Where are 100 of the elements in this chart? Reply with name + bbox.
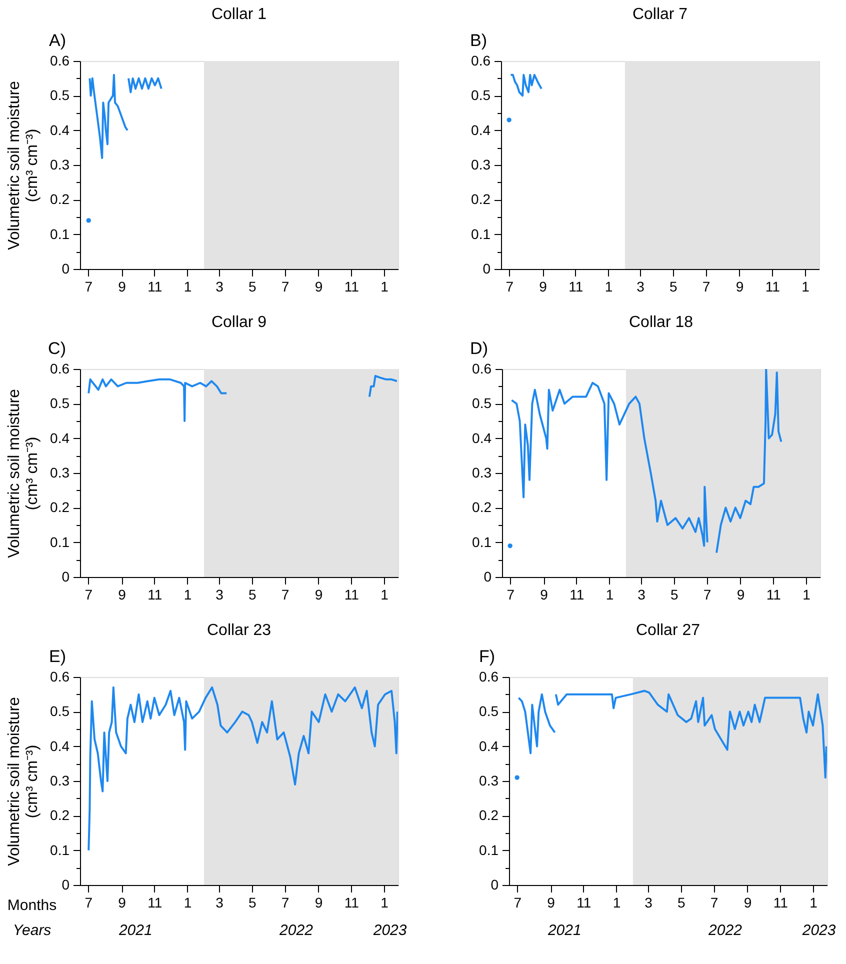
y-tick-label: 0.2 (471, 191, 491, 208)
line-series (510, 74, 542, 97)
text: Months (7, 897, 57, 914)
x-tick-label: 11 (765, 278, 780, 294)
y-tick-label: 0 (62, 876, 70, 892)
x-tick-label: 11 (773, 894, 788, 910)
x-tick-label: 11 (344, 278, 360, 294)
x-tick-label: 3 (638, 586, 646, 602)
y-tick-label: 0.5 (471, 87, 491, 104)
chart-title: Collar 7 (632, 6, 688, 23)
y-tick-label: 0.5 (472, 395, 492, 412)
y-tick-label: 0.2 (479, 807, 499, 824)
x-tick-label: 3 (216, 278, 224, 294)
x-tick-label: 1 (604, 278, 613, 294)
x-tick-label: 11 (568, 278, 584, 294)
y-tick-label: 0.4 (471, 122, 491, 138)
y-tick-label: 0.6 (50, 668, 70, 684)
x-tick-label: 7 (84, 278, 93, 294)
y-tick-label: 0.6 (50, 360, 70, 376)
y-tick-label: 0.1 (471, 226, 491, 242)
x-tick-label: 11 (570, 586, 584, 602)
x-tick-label: 11 (344, 894, 360, 910)
x-tick-label: 1 (810, 894, 818, 910)
y-axis-title: Volumetric soil moisture (cm³ cm⁻³) (6, 696, 42, 866)
y-tick-label: 0.4 (472, 430, 492, 446)
x-tick-label: 1 (802, 278, 810, 294)
x-tick-label: 7 (710, 894, 718, 910)
y-tick-label: 0.3 (50, 156, 70, 172)
x-tick-label: 9 (314, 894, 323, 910)
x-tick-label: 3 (636, 278, 645, 294)
chart-title: Collar 18 (628, 314, 694, 331)
text: 2021 (118, 922, 152, 939)
y-tick-label: 0.4 (50, 738, 70, 754)
x-tick-label: 5 (248, 894, 257, 910)
y-tick-label: 0.5 (479, 703, 499, 720)
x-tick-label: 7 (281, 586, 290, 602)
x-tick-label: 7 (703, 586, 712, 602)
x-tick-label: 1 (380, 586, 389, 602)
x-tick-label: 7 (281, 894, 290, 910)
x-tick-label: 7 (84, 586, 93, 602)
x-tick-label: 11 (576, 894, 592, 910)
x-tick-label: 1 (606, 586, 614, 602)
x-tick-label: 9 (314, 586, 323, 602)
y-tick-label: 0.1 (50, 842, 70, 858)
x-tick-label: 9 (744, 894, 752, 910)
y-axis-title: Volumetric soil moisture (cm³ cm⁻³) (6, 80, 42, 250)
x-tick-label: 5 (248, 278, 257, 294)
text: Years (12, 922, 52, 939)
x-tick-label: 3 (644, 894, 653, 910)
y-tick-label: 0 (484, 568, 492, 584)
x-tick-label: 7 (84, 894, 93, 910)
x-tick-label: 9 (118, 278, 126, 294)
y-tick-label: 0.1 (472, 534, 492, 550)
text: E) (49, 647, 66, 666)
text: F) (478, 647, 495, 666)
x-tick-label: 11 (148, 586, 162, 602)
y-tick-label: 0 (482, 260, 491, 276)
y-tick-label: 0.6 (472, 360, 492, 376)
text: 2023 (801, 922, 836, 939)
y-tick-label: 0.4 (50, 430, 70, 446)
y-tick-label: 0.3 (479, 772, 499, 788)
y-tick-label: 0.6 (50, 52, 70, 68)
y-tick-label: 0 (62, 568, 70, 584)
y-tick-label: 0 (490, 876, 499, 892)
x-tick-label: 1 (380, 278, 389, 294)
x-tick-label: 9 (736, 586, 745, 602)
x-tick-label: 9 (547, 894, 556, 910)
x-tick-label: 11 (148, 894, 162, 910)
chart-title: Collar 1 (211, 6, 267, 23)
x-tick-label: 11 (344, 586, 360, 602)
x-tick-label: 3 (216, 894, 224, 910)
y-tick-label: 0.6 (471, 52, 491, 68)
x-tick-label: 1 (380, 894, 389, 910)
chart-title: Collar 23 (206, 622, 272, 639)
text: 2022 (278, 922, 314, 939)
x-tick-label: 3 (216, 586, 224, 602)
text: 2021 (546, 922, 582, 939)
x-tick-label: 1 (802, 586, 811, 602)
x-tick-label: 5 (678, 894, 686, 910)
y-tick-label: 0.3 (50, 464, 70, 480)
text: B) (470, 31, 487, 50)
y-tick-label: 0.3 (50, 772, 70, 788)
y-tick-label: 0.3 (472, 464, 492, 480)
y-tick-label: 0.2 (50, 499, 70, 516)
y-tick-label: 0.5 (50, 395, 70, 412)
x-tick-label: 7 (281, 278, 290, 294)
y-tick-label: 0.2 (50, 807, 70, 824)
x-tick-label: 11 (148, 278, 162, 294)
chart-title: Collar 9 (211, 314, 267, 331)
chart-title: Collar 27 (636, 622, 700, 639)
y-tick-label: 0.1 (50, 226, 70, 242)
y-tick-label: 0.2 (472, 499, 492, 516)
x-tick-label: 7 (506, 278, 514, 294)
y-tick-label: 0 (62, 260, 70, 276)
y-tick-label: 0.3 (471, 156, 491, 172)
y-tick-label: 0.1 (479, 842, 499, 858)
text: 2022 (708, 922, 743, 939)
text: C) (48, 339, 66, 358)
y-tick-label: 0.5 (50, 87, 70, 104)
y-axis-title: Volumetric soil moisture (cm³ cm⁻³) (6, 388, 42, 558)
